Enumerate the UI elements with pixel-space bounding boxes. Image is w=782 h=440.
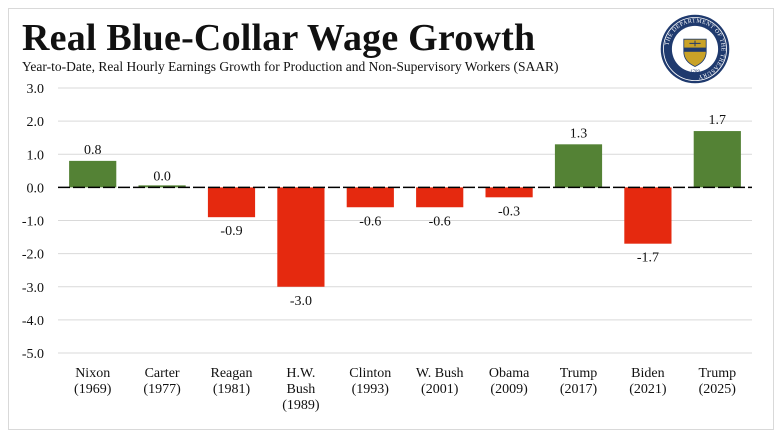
data-label: 0.8 [84, 143, 102, 158]
data-label: 1.7 [709, 113, 727, 128]
bar [69, 160, 117, 188]
chart-subtitle: Year-to-Date, Real Hourly Earnings Growt… [22, 59, 559, 74]
data-label: -0.6 [429, 214, 451, 229]
x-category-label: W. Bush [416, 366, 464, 381]
x-category-label: (1969) [74, 382, 112, 397]
x-category-label: (1989) [282, 398, 320, 413]
x-category-label: H.W. [286, 366, 315, 381]
data-label: -0.3 [498, 204, 520, 219]
x-category-label: (1977) [143, 382, 181, 397]
bar [416, 187, 464, 208]
data-label: 1.3 [570, 126, 588, 141]
x-category-label: (2001) [421, 382, 459, 397]
y-tick-label: 2.0 [27, 115, 45, 130]
data-label: -0.6 [359, 214, 381, 229]
x-category-label: (2017) [560, 382, 598, 397]
x-category-label: (1981) [213, 382, 251, 397]
data-label: -3.0 [290, 294, 312, 309]
y-tick-label: -3.0 [22, 281, 44, 296]
x-category-label: Clinton [349, 366, 391, 381]
bar [624, 187, 672, 244]
x-category-label: Carter [145, 366, 180, 381]
x-category-label: Bush [287, 382, 316, 397]
bar [693, 131, 741, 188]
data-label: -1.7 [637, 251, 659, 266]
x-category-label: Nixon [75, 366, 110, 381]
data-label: 0.0 [153, 169, 171, 184]
seal-year: 1789 [690, 70, 700, 75]
treasury-seal-logo: THE DEPARTMENT OF THE TREASURY 1789 [660, 14, 730, 84]
x-category-label: Obama [489, 366, 530, 381]
bar [346, 187, 394, 208]
x-category-label: Reagan [211, 366, 253, 381]
x-category-label: (2025) [699, 382, 737, 397]
y-tick-label: -1.0 [22, 215, 44, 230]
x-category-label: Trump [560, 366, 598, 381]
y-tick-label: 0.0 [27, 181, 45, 196]
y-tick-label: -4.0 [22, 314, 44, 329]
bar [554, 144, 603, 188]
data-label: -0.9 [220, 224, 242, 239]
y-tick-label: -5.0 [22, 347, 44, 362]
bar [277, 187, 325, 287]
y-tick-label: 1.0 [27, 148, 45, 163]
x-category-label: (2021) [629, 382, 667, 397]
x-category-label: Biden [631, 366, 664, 381]
x-category-label: (1993) [352, 382, 390, 397]
bar [207, 187, 256, 218]
y-tick-label: 3.0 [27, 82, 45, 97]
bar [485, 187, 533, 198]
chart-title: Real Blue-Collar Wage Growth [22, 17, 536, 59]
y-tick-label: -2.0 [22, 248, 44, 263]
bar [138, 185, 186, 188]
x-category-label: (2009) [490, 382, 528, 397]
x-category-label: Trump [698, 366, 736, 381]
